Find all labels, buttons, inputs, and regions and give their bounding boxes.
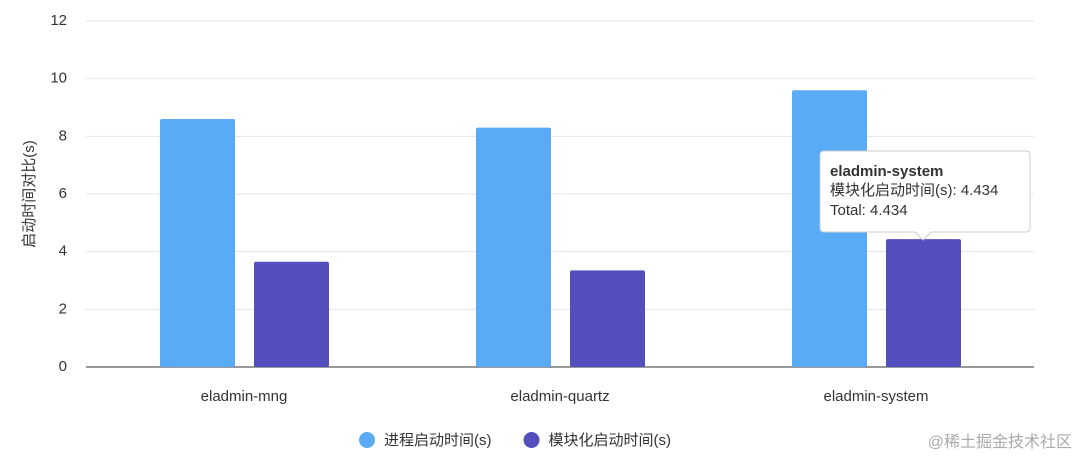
x-tick-label: eladmin-quartz [510,388,609,405]
tooltip-title: eladmin-system [830,163,943,180]
bar [886,239,961,367]
y-tick-label: 0 [59,358,67,375]
x-tick-label: eladmin-mng [201,388,288,405]
tooltip: eladmin-system 模块化启动时间(s): 4.434 Total: … [819,150,1031,241]
tooltip-box [819,150,1031,241]
y-axis-label: 启动时间对比(s) [21,140,38,248]
bar [160,119,235,368]
legend-label: 模块化启动时间(s) [549,432,672,449]
watermark: @稀土掘金技术社区 [928,433,1072,451]
bar [570,270,645,367]
y-tick-label: 2 [59,300,67,317]
y-tick-label: 12 [50,12,67,29]
y-tick-label: 8 [59,127,67,144]
y-tick-label: 10 [50,70,67,87]
legend-marker [523,432,540,448]
legend-marker [359,432,375,448]
x-tick-label: eladmin-system [823,388,928,405]
tooltip-line: Total: 4.434 [830,202,908,219]
tooltip-line: 模块化启动时间(s): 4.434 [830,182,998,199]
legend-label: 进程启动时间(s) [384,432,492,449]
bar [254,261,329,367]
bar [476,127,551,367]
y-tick-label: 6 [59,185,67,202]
y-tick-label: 4 [59,243,67,260]
